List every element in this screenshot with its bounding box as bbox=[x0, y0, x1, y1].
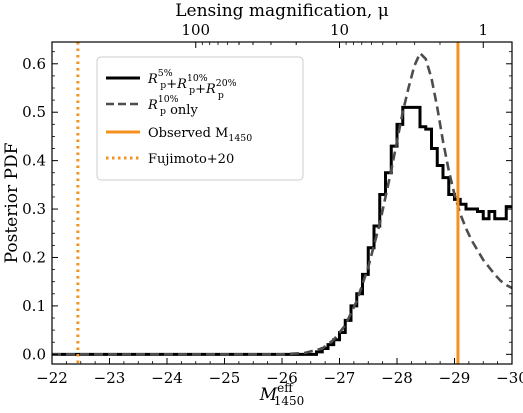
legend-label: R10% p only bbox=[147, 94, 198, 118]
x-tick-label: −23 bbox=[94, 369, 126, 387]
series-layer bbox=[52, 42, 512, 364]
text-part: +R bbox=[195, 82, 216, 97]
subscript: p bbox=[189, 85, 195, 96]
y-tick-label: 0.2 bbox=[22, 248, 46, 266]
text-part: +R bbox=[166, 77, 187, 92]
y-tick-label: 0.4 bbox=[22, 152, 46, 170]
top-tick-label: 10 bbox=[330, 21, 349, 39]
text-part: R bbox=[147, 72, 158, 87]
legend-label: Observed M1450 bbox=[148, 126, 252, 144]
y-tick-label: 0.5 bbox=[22, 103, 46, 121]
superscript: 10% bbox=[187, 73, 208, 84]
series-step-combined bbox=[52, 105, 512, 356]
x-axis-title: Meff 1450 bbox=[259, 381, 305, 408]
x-tick-label: −29 bbox=[439, 369, 471, 387]
superscript: 5% bbox=[158, 68, 173, 79]
subscript: p bbox=[160, 80, 166, 91]
top-tick-label: 1 bbox=[478, 21, 488, 39]
y-axis-title: Posterior PDF bbox=[2, 142, 22, 263]
x-tick-label: −26 bbox=[266, 369, 298, 387]
text-part: Fujimoto+20 bbox=[148, 152, 234, 167]
xlabel-main: M bbox=[259, 385, 278, 405]
x-tick-label: −28 bbox=[381, 369, 413, 387]
x-tick-label: −27 bbox=[324, 369, 356, 387]
superscript: 20% bbox=[216, 78, 237, 89]
series-r10-only bbox=[52, 50, 512, 356]
x-tick-label: −25 bbox=[209, 369, 241, 387]
text-part: R bbox=[147, 98, 158, 113]
y-tick-label: 0.0 bbox=[22, 345, 46, 363]
legend-label: R5% p+R10% p+R20% p bbox=[147, 68, 237, 101]
labels-layer: Lensing magnification, μ Posterior PDF M… bbox=[2, 1, 389, 408]
top-tick-label: 100 bbox=[181, 21, 210, 39]
legend-label: Fujimoto+20 bbox=[148, 152, 234, 167]
text-part: only bbox=[166, 103, 198, 118]
superscript: 10% bbox=[158, 94, 179, 105]
y-tick-label: 0.1 bbox=[22, 297, 46, 315]
x-tick-label: −24 bbox=[151, 369, 183, 387]
y-tick-label: 0.6 bbox=[22, 55, 46, 73]
subscript: 1450 bbox=[228, 133, 252, 144]
subscript: p bbox=[160, 106, 166, 117]
top-axis-title: Lensing magnification, μ bbox=[175, 1, 389, 21]
subscript: p bbox=[218, 90, 224, 101]
y-tick-label: 0.3 bbox=[22, 200, 46, 218]
x-tick-label: −30 bbox=[496, 369, 523, 387]
ticks-layer: −22 −23 −24 −25 −26 −27 −28 −29 −30 0.0 0.1 0.2 0.3 0… bbox=[22, 21, 523, 387]
x-tick-label: −22 bbox=[36, 369, 68, 387]
legend-box bbox=[96, 56, 304, 181]
xlabel-sup: eff bbox=[277, 381, 294, 395]
text-part: Observed M bbox=[148, 126, 228, 141]
xlabel-sub: 1450 bbox=[274, 394, 305, 408]
